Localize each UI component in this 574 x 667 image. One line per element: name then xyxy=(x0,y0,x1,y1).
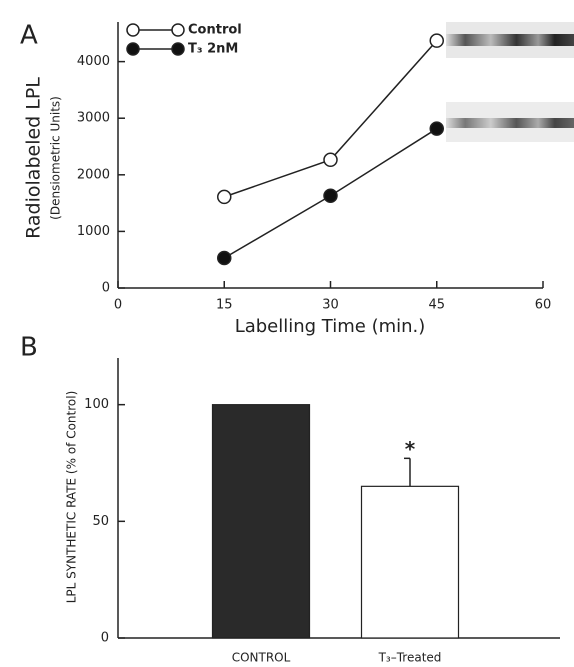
data-point xyxy=(429,121,444,136)
y-axis-subtitle: (Densiometric Units) xyxy=(49,96,63,220)
y-tick-label: 3000 xyxy=(77,111,110,126)
annotation: * xyxy=(405,437,416,461)
y-axis-label: LPL SYNTHETIC RATE (% of Control) xyxy=(65,391,79,604)
x-tick-label: 0 xyxy=(114,298,122,313)
bar xyxy=(360,485,460,639)
data-point xyxy=(429,33,444,48)
x-tick-label: T₃–Treated xyxy=(378,651,442,665)
legend-label: T₃ 2nM xyxy=(188,42,238,57)
y-tick-label: 2000 xyxy=(77,167,110,182)
x-tick-label: CONTROL xyxy=(232,651,291,665)
x-tick-label: 60 xyxy=(535,298,552,313)
panel-label: B xyxy=(20,333,38,363)
legend-marker xyxy=(171,23,185,37)
legend-marker xyxy=(126,42,140,56)
y-tick-label: 100 xyxy=(84,397,109,412)
y-tick-label: 50 xyxy=(92,514,109,529)
data-point xyxy=(217,250,232,266)
series-line xyxy=(224,40,438,198)
x-tick-label: 15 xyxy=(216,298,233,313)
legend-marker xyxy=(126,23,140,37)
legend-marker xyxy=(171,42,185,56)
y-tick-label: 0 xyxy=(101,631,109,646)
data-point xyxy=(323,152,338,168)
legend-label: Control xyxy=(188,23,242,38)
x-tick-label: 30 xyxy=(322,298,339,313)
data-point xyxy=(217,189,232,205)
data-point xyxy=(323,188,338,203)
blot-images xyxy=(446,22,574,142)
x-tick-label: 45 xyxy=(428,298,445,313)
x-axis-label: Labelling Time (min.) xyxy=(235,316,426,337)
y-axis-label: Radiolabeled LPL xyxy=(23,77,45,239)
y-tick-label: 4000 xyxy=(77,54,110,69)
panel-label: A xyxy=(20,21,38,51)
y-tick-label: 1000 xyxy=(77,224,110,239)
bar xyxy=(211,404,311,639)
y-tick-label: 0 xyxy=(102,281,110,296)
